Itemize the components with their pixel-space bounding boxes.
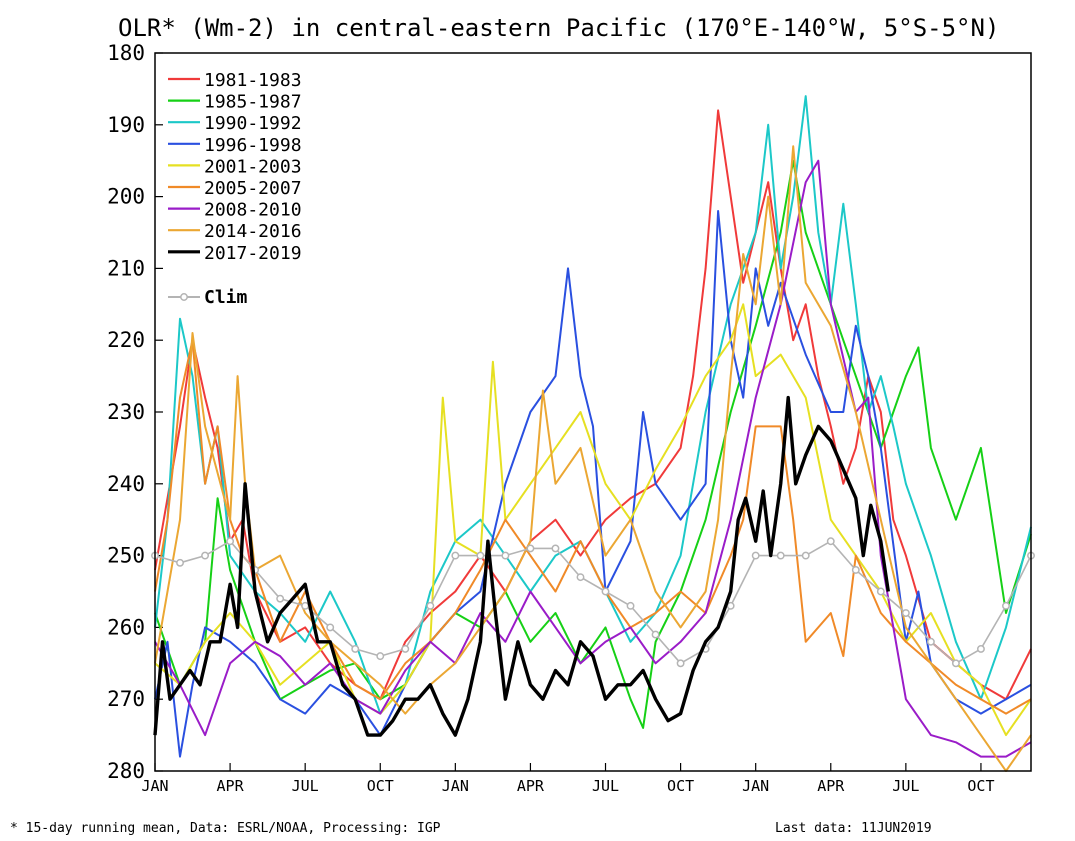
x-tick-label: JUL: [292, 777, 319, 795]
clim-marker: [626, 601, 635, 610]
y-tick-label: 250: [107, 544, 145, 568]
clim-marker: [926, 637, 935, 646]
x-tick-label: JUL: [592, 777, 619, 795]
clim-marker: [851, 566, 860, 574]
y-tick-label: 220: [107, 328, 145, 352]
legend-label-clim: Clim: [204, 287, 248, 308]
clim-marker: [576, 573, 585, 582]
legend-clim-marker: [180, 293, 188, 301]
x-tick-label: JUL: [892, 777, 919, 795]
legend-label: 2008-2010: [204, 200, 302, 221]
legend-label: 1981-1983: [204, 70, 302, 91]
clim-marker: [776, 551, 785, 560]
clim-marker: [876, 587, 885, 596]
x-tick-label: JAN: [141, 777, 168, 795]
clim-marker: [801, 551, 810, 560]
clim-marker: [601, 587, 610, 596]
y-tick-label: 260: [107, 615, 145, 639]
legend-label: 2014-2016: [204, 221, 302, 242]
legend: 1981-19831985-19871990-19921996-19982001…: [168, 70, 302, 308]
footer-source: * 15-day running mean, Data: ESRL/NOAA, …: [10, 821, 441, 836]
clim-marker: [551, 544, 560, 553]
x-tick-label: JAN: [442, 777, 469, 795]
clim-marker: [226, 537, 235, 546]
series-line-2014-2016: [154, 145, 1032, 772]
clim-marker: [476, 551, 485, 560]
series-line-clim: [154, 540, 1032, 665]
legend-label: 2001-2003: [204, 156, 302, 177]
clim-marker: [951, 659, 960, 668]
clim-marker: [526, 544, 535, 553]
y-axis: 180 190 200 210 220 230 240 250 260 270 280: [107, 41, 163, 783]
series-line-1990-1992: [154, 95, 1032, 715]
plot-frame: [154, 52, 1032, 772]
clim-marker: [426, 601, 435, 610]
footer-last-data: Last data: 11JUN2019: [775, 821, 932, 836]
x-tick-label: JAN: [742, 777, 769, 795]
x-tick-label: APR: [517, 777, 545, 795]
clim-marker: [901, 609, 910, 617]
clim-marker: [676, 659, 685, 668]
clim-marker: [326, 623, 335, 632]
y-tick-label: 270: [107, 687, 145, 711]
clim-marker: [301, 601, 310, 610]
clim-marker: [976, 644, 985, 653]
y-tick-label: 190: [107, 113, 145, 137]
clim-marker: [276, 594, 285, 603]
clim-marker: [176, 558, 184, 567]
chart-title: OLR* (Wm-2) in central-eastern Pacific (…: [118, 14, 999, 42]
plot-lines: [151, 95, 1035, 772]
x-tick-label: OCT: [367, 777, 394, 795]
clim-marker: [726, 601, 735, 610]
x-tick-label: APR: [817, 777, 845, 795]
legend-label: 2017-2019: [204, 243, 302, 264]
series-line-1985-1987: [154, 159, 1032, 729]
clim-marker: [401, 644, 410, 653]
y-tick-label: 280: [107, 759, 145, 783]
clim-marker: [351, 644, 360, 653]
clim-marker: [651, 630, 660, 639]
series-line-2017-2019: [153, 395, 890, 737]
y-tick-label: 180: [107, 41, 145, 65]
clim-marker: [451, 551, 460, 560]
series-line-2001-2003: [154, 303, 1032, 737]
clim-marker: [501, 551, 510, 560]
y-tick-label: 200: [107, 185, 145, 209]
x-tick-label: OCT: [667, 777, 694, 795]
y-tick-label: 210: [107, 256, 145, 280]
legend-label: 1996-1998: [204, 135, 302, 156]
x-axis: JAN APR JUL OCT JAN APR JUL OCT JAN APR JUL OCT: [141, 763, 994, 795]
y-tick-label: 240: [107, 472, 145, 496]
y-tick-label: 230: [107, 400, 145, 424]
series-line-1996-1998: [154, 210, 1032, 758]
clim-marker: [376, 652, 385, 661]
legend-label: 2005-2007: [204, 178, 302, 199]
x-tick-label: APR: [217, 777, 245, 795]
x-tick-label: OCT: [967, 777, 994, 795]
series-line-1981-1983: [154, 109, 1032, 701]
legend-label: 1985-1987: [204, 92, 302, 113]
clim-marker: [751, 551, 760, 560]
clim-marker: [201, 551, 210, 560]
clim-marker: [826, 537, 835, 546]
legend-label: 1990-1992: [204, 113, 302, 134]
clim-marker: [1002, 601, 1010, 610]
